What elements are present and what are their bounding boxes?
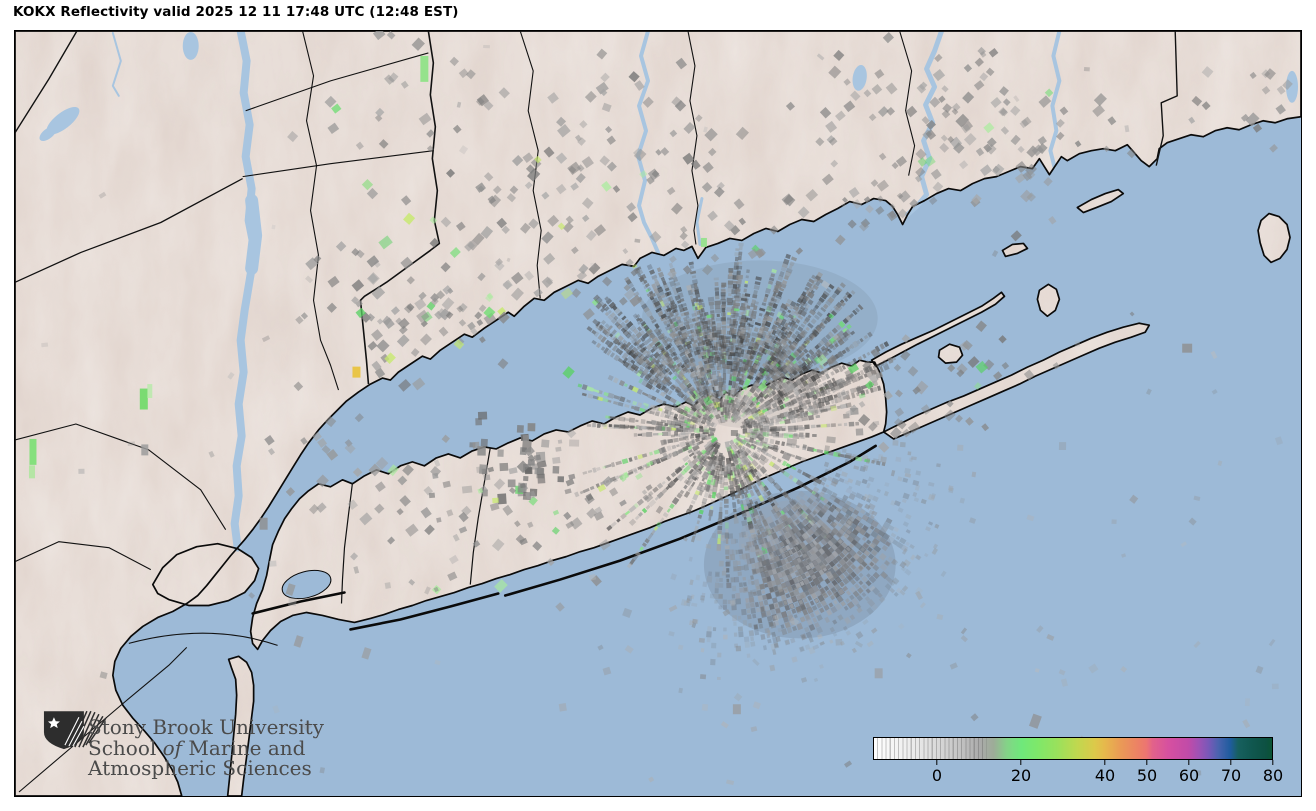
rivers [111, 31, 1062, 552]
colorbar-tick [936, 760, 938, 765]
colorbar-tick [1272, 760, 1274, 765]
page-title: KOKX Reflectivity valid 2025 12 11 17:48… [13, 4, 459, 20]
colorbar-tick-label: 20 [1010, 766, 1032, 785]
basemap-svg [15, 31, 1301, 796]
colorbar-discrete-stripes [874, 738, 988, 759]
colorbar-tick-label: 0 [931, 766, 943, 785]
colorbar-tick-label: 80 [1262, 766, 1284, 785]
radar-echoes [28, 31, 1293, 786]
sbu-wordmark: Stony Brook University School of Marine … [88, 717, 324, 779]
sbu-wordmark-line2: School of Marine and [88, 735, 306, 760]
sbu-logo [43, 710, 107, 750]
sbu-wordmark-line1: Stony Brook University [88, 715, 324, 739]
colorbar-tick-label: 50 [1136, 766, 1158, 785]
reflectivity-colorbar: 0 20 40 50 60 70 80 [873, 737, 1283, 785]
sbu-wordmark-line3: Atmospheric Sciences [88, 756, 312, 780]
colorbar-tick-label: 70 [1220, 766, 1242, 785]
lakes-and-bays [39, 31, 1299, 600]
colorbar-tick [1020, 760, 1022, 765]
colorbar-gradient [873, 737, 1273, 760]
colorbar-tick-label: 40 [1094, 766, 1116, 785]
colorbar-tick-label: 60 [1178, 766, 1200, 785]
sbu-shield-icon [43, 711, 85, 750]
colorbar-tick [1104, 760, 1106, 765]
radar-map [14, 30, 1302, 797]
barrier-islands [251, 444, 877, 631]
colorbar-tick [1230, 760, 1232, 765]
colorbar-tick [1188, 760, 1190, 765]
colorbar-tick [1146, 760, 1148, 765]
